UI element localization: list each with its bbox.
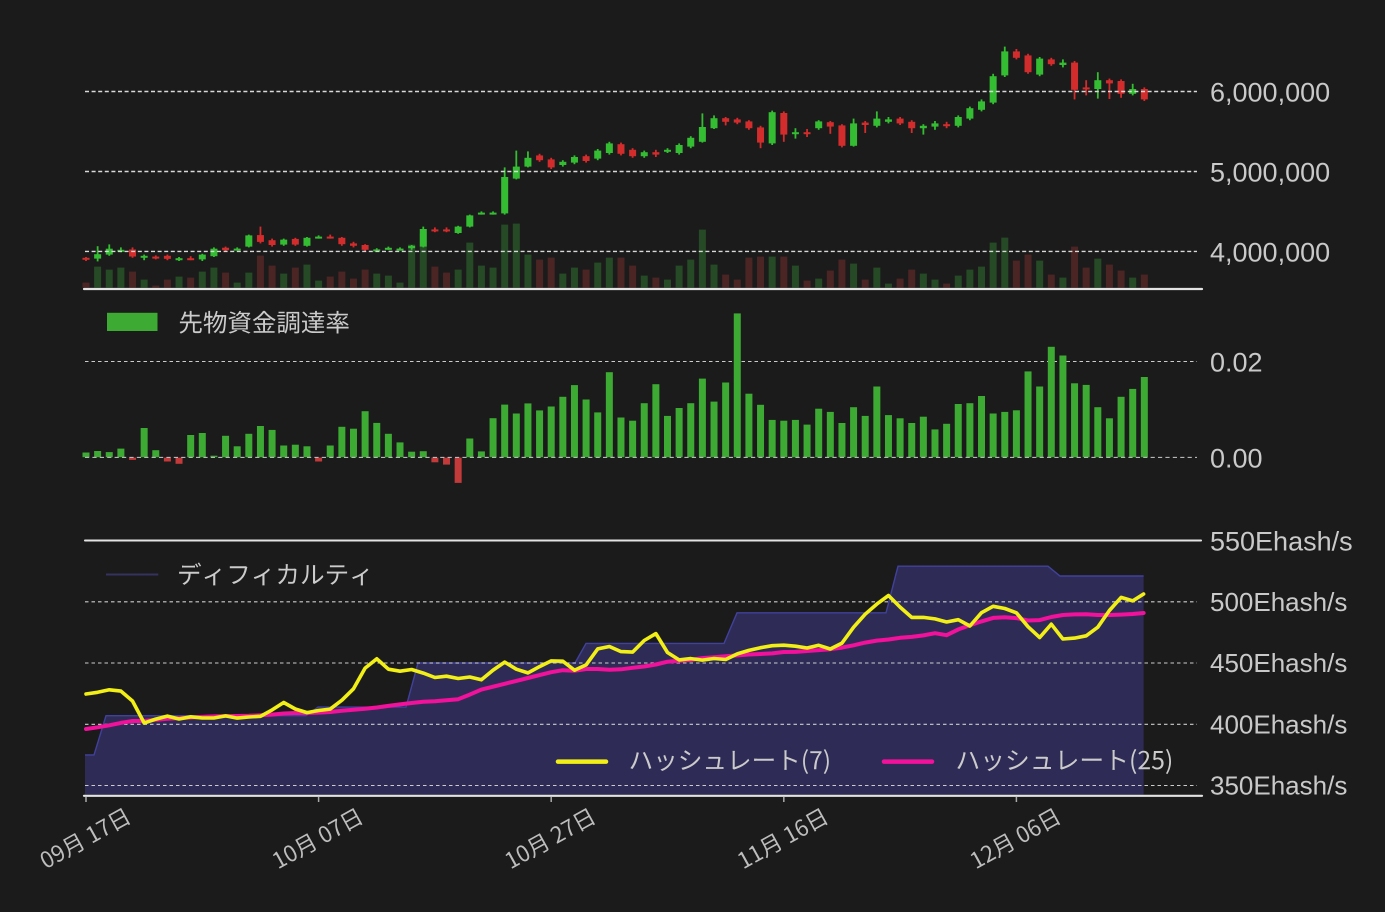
svg-text:500Ehash/s: 500Ehash/s <box>1210 587 1347 617</box>
svg-text:0.02: 0.02 <box>1210 348 1263 378</box>
svg-text:4,000,000: 4,000,000 <box>1210 238 1330 268</box>
svg-text:350Ehash/s: 350Ehash/s <box>1210 771 1347 801</box>
svg-text:5,000,000: 5,000,000 <box>1210 158 1330 188</box>
svg-text:6,000,000: 6,000,000 <box>1210 78 1330 108</box>
svg-text:450Ehash/s: 450Ehash/s <box>1210 648 1347 678</box>
svg-text:400Ehash/s: 400Ehash/s <box>1210 709 1347 739</box>
svg-text:550Ehash/s: 550Ehash/s <box>1210 527 1353 557</box>
svg-text:0.00: 0.00 <box>1210 444 1263 474</box>
